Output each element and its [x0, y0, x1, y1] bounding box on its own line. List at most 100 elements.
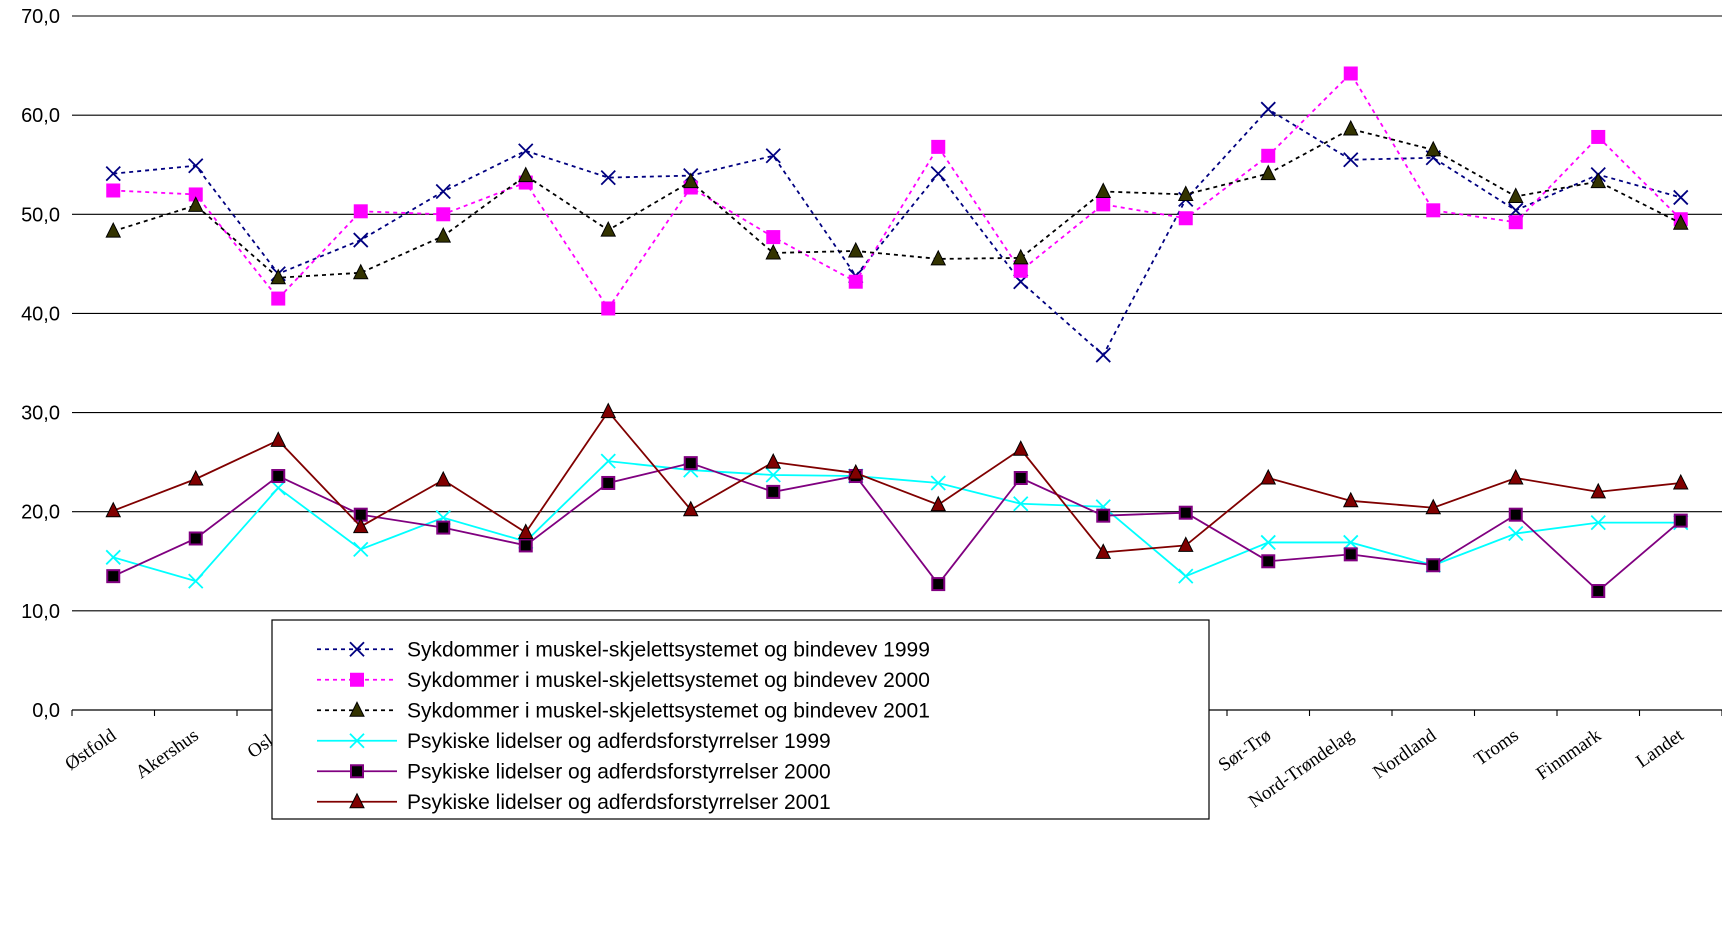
series-line [112, 410, 1681, 554]
data-point-square-marker [106, 569, 121, 584]
legend-label: Psykiske lidelser og adferdsforstyrrelse… [407, 791, 831, 814]
data-point-square-marker [436, 207, 451, 222]
y-tick-label: 10,0 [21, 601, 60, 623]
data-point-triangle-marker [1342, 119, 1359, 136]
data-point-x-marker [1590, 514, 1606, 531]
data-point-square-marker [518, 538, 533, 553]
y-tick-label: 30,0 [21, 403, 60, 425]
data-point-square-marker [1508, 507, 1523, 522]
data-point-triangle-marker [1425, 140, 1442, 157]
data-point-triangle-marker [270, 431, 287, 447]
data-point-triangle-marker [1012, 440, 1029, 456]
data-point-triangle-marker [1012, 248, 1029, 265]
data-point-square-marker [350, 672, 364, 687]
legend: Sykdommer i muskel-skjelettsystemet og b… [271, 619, 1210, 820]
data-point-triangle-marker [1590, 482, 1607, 499]
data-point-square-marker [188, 531, 203, 546]
x-tick-label: Finnmark [1533, 725, 1606, 785]
legend-item: Sykdommer i muskel-skjelettsystemet og b… [317, 669, 930, 692]
series-2 [106, 66, 1688, 316]
data-point-square-marker [1426, 558, 1441, 573]
data-point-triangle-marker [765, 453, 782, 469]
data-point-triangle-marker [187, 196, 204, 212]
data-point-triangle-marker [1177, 185, 1194, 201]
data-point-x-marker [1343, 534, 1359, 551]
data-point-triangle-marker [1672, 214, 1689, 230]
data-point-x-marker [1508, 202, 1524, 218]
y-tick-label: 70,0 [21, 6, 60, 28]
gridlines [72, 15, 1722, 612]
data-point-square-marker [601, 301, 616, 316]
data-point-x-marker [270, 480, 286, 496]
data-point-square-marker [931, 577, 946, 592]
data-point-square-marker [1013, 471, 1028, 486]
data-point-triangle-marker [105, 222, 122, 238]
legend-label: Sykdommer i muskel-skjelettsystemet og b… [407, 669, 930, 692]
data-point-triangle-marker [517, 523, 534, 540]
data-point-x-marker [435, 183, 451, 200]
data-point-x-marker [600, 453, 616, 469]
x-tick-label: Akershus [132, 725, 203, 783]
y-tick-labels: 0,0 10,0 20,0 30,0 40,0 50,0 60,0 70,0 [21, 6, 60, 722]
data-point-triangle-marker [435, 226, 452, 243]
legend-item: Psykiske lidelser og adferdsforstyrrelse… [317, 760, 831, 783]
data-point-square-marker [766, 484, 781, 499]
data-point-square-marker [353, 204, 368, 219]
data-point-x-marker [353, 232, 369, 248]
data-point-square-marker [271, 291, 286, 306]
y-tick-label: 20,0 [21, 502, 60, 524]
data-point-triangle-marker [1095, 182, 1112, 198]
data-point-triangle-marker [352, 263, 369, 280]
data-point-square-marker [106, 183, 121, 198]
data-point-triangle-marker [187, 469, 204, 486]
legend-label: Psykiske lidelser og adferdsforstyrrelse… [407, 760, 831, 783]
data-point-triangle-marker [1425, 498, 1442, 515]
data-point-triangle-marker [1590, 172, 1607, 189]
data-point-x-marker [188, 573, 204, 589]
data-point-square-marker [1096, 508, 1111, 523]
series-3 [105, 119, 1689, 285]
series-6 [105, 402, 1689, 559]
data-point-x-marker [600, 169, 616, 186]
data-point-x-marker [349, 641, 365, 657]
data-point-triangle-marker [847, 241, 864, 258]
data-point-square-marker [1426, 203, 1441, 218]
x-tick-label: Nordland [1369, 725, 1440, 784]
series-line [112, 128, 1682, 279]
data-point-square-marker [766, 230, 781, 245]
data-point-square-marker [1508, 215, 1523, 230]
data-point-x-marker [518, 143, 534, 159]
data-point-triangle-marker [682, 172, 699, 189]
series-line [113, 72, 1682, 311]
series-line [113, 108, 1681, 357]
data-point-square-marker [350, 764, 364, 779]
data-point-triangle-marker [600, 402, 617, 419]
series-line [112, 462, 1682, 593]
data-point-square-marker [848, 274, 863, 289]
series-4 [105, 453, 1689, 589]
data-point-triangle-marker [847, 463, 864, 480]
data-point-triangle-marker [352, 517, 369, 534]
data-point-x-marker [1673, 189, 1689, 206]
data-point-x-marker [765, 148, 781, 164]
data-point-x-marker [1013, 496, 1029, 512]
data-point-square-marker [1013, 263, 1028, 278]
data-point-square-marker [1096, 197, 1111, 212]
series-layer [105, 66, 1689, 599]
series-line [113, 460, 1681, 583]
data-point-triangle-marker [435, 470, 452, 487]
data-point-x-marker [105, 166, 121, 182]
data-point-triangle-marker [1507, 187, 1524, 203]
data-point-square-marker [1178, 505, 1193, 520]
data-point-triangle-marker [1260, 468, 1277, 485]
data-point-triangle-marker [105, 501, 122, 518]
data-point-x-marker [765, 467, 781, 483]
data-point-triangle-marker [1260, 164, 1277, 181]
data-point-square-marker [1261, 148, 1276, 163]
y-tick-label: 60,0 [21, 105, 60, 127]
data-point-triangle-marker [930, 249, 947, 266]
data-point-x-marker [349, 733, 365, 749]
legend-box [271, 619, 1210, 820]
data-point-square-marker [1261, 554, 1276, 569]
data-point-square-marker [601, 475, 616, 490]
